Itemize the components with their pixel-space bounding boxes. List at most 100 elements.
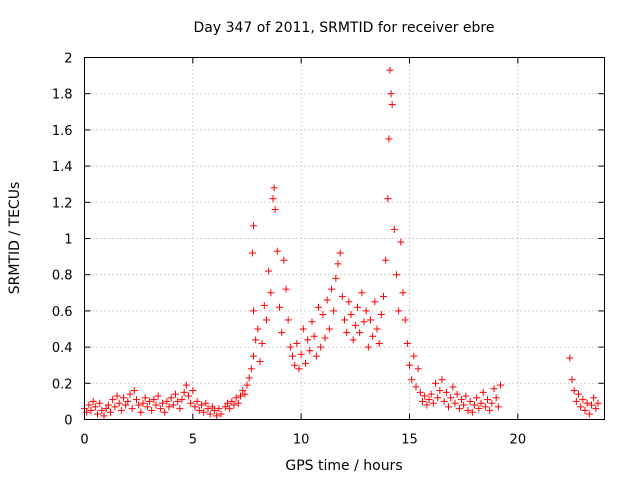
data-point (96, 399, 104, 407)
data-point (423, 401, 431, 409)
data-point (304, 336, 312, 344)
data-point (250, 222, 257, 230)
data-point (174, 397, 182, 405)
data-point (349, 336, 357, 344)
data-point (271, 206, 279, 214)
data-point (137, 408, 145, 416)
y-tick-label: 0 (64, 414, 72, 429)
data-point (187, 399, 195, 407)
data-point (182, 381, 190, 389)
data-point (126, 390, 134, 398)
data-point (588, 401, 595, 409)
data-point (280, 256, 288, 264)
data-point (243, 381, 251, 389)
data-point (146, 397, 153, 405)
data-point (475, 405, 483, 413)
data-point (579, 396, 587, 404)
data-point (250, 307, 257, 315)
data-point (189, 387, 197, 395)
data-points (81, 66, 602, 420)
data-point (471, 401, 478, 409)
data-point (247, 365, 255, 373)
data-point (234, 399, 242, 407)
data-point (150, 396, 158, 404)
data-point (115, 399, 123, 407)
data-point (351, 321, 359, 329)
data-point (224, 399, 231, 407)
data-point (310, 332, 318, 340)
data-point (583, 399, 591, 407)
data-point (141, 394, 149, 402)
data-point (226, 405, 234, 413)
data-point (267, 289, 275, 297)
plot-frame (84, 57, 605, 420)
data-point (178, 396, 186, 404)
data-point (159, 399, 166, 407)
data-point (319, 311, 327, 319)
data-point (202, 399, 210, 407)
data-point (256, 358, 264, 366)
data-point (466, 397, 474, 405)
data-point (468, 408, 476, 416)
data-point (490, 385, 498, 393)
data-point (117, 406, 125, 414)
data-point (494, 403, 502, 411)
data-point (568, 376, 576, 384)
data-point (393, 271, 400, 279)
x-axis-label: GPS time / hours (285, 458, 402, 474)
data-point (462, 392, 470, 400)
data-point (486, 406, 494, 414)
y-tick-label: 0.6 (52, 305, 73, 320)
data-point (200, 408, 208, 416)
data-point (387, 90, 395, 98)
data-point (410, 352, 418, 360)
data-point (120, 394, 127, 402)
data-point (180, 388, 188, 396)
data-point (306, 347, 314, 355)
data-point (401, 316, 409, 324)
data-point (488, 399, 496, 407)
data-point (232, 394, 240, 402)
data-point (577, 403, 585, 411)
data-point (323, 296, 331, 304)
data-point (408, 376, 416, 384)
data-point (211, 406, 218, 414)
data-point (312, 352, 320, 360)
data-point (91, 403, 99, 411)
data-point (161, 408, 169, 416)
data-point (228, 397, 236, 405)
y-tick-label: 0.4 (52, 341, 73, 356)
data-point (163, 397, 171, 405)
data-point (581, 406, 589, 414)
data-point (154, 392, 162, 400)
data-point (449, 383, 457, 391)
data-point (286, 343, 294, 351)
y-tick-label: 1.6 (52, 124, 73, 139)
data-point (217, 410, 225, 418)
data-point (269, 195, 277, 203)
data-point (102, 405, 110, 413)
data-point (332, 274, 340, 282)
data-point (460, 401, 468, 409)
data-point (148, 406, 156, 414)
data-point (477, 399, 485, 407)
data-point (440, 397, 448, 405)
data-point (317, 343, 325, 351)
data-point (373, 325, 381, 333)
x-tick-label: 0 (80, 433, 88, 448)
data-point (367, 316, 374, 324)
data-point (152, 401, 160, 409)
data-point (497, 381, 504, 389)
data-point (252, 336, 260, 344)
y-tick-label: 1.4 (52, 160, 73, 175)
data-point (265, 267, 273, 275)
data-point (356, 329, 364, 337)
data-point (338, 292, 346, 300)
data-point (429, 399, 437, 407)
data-point (107, 408, 114, 416)
data-point (276, 303, 283, 311)
data-point (360, 318, 368, 326)
data-point (364, 343, 372, 351)
data-point (278, 329, 286, 337)
